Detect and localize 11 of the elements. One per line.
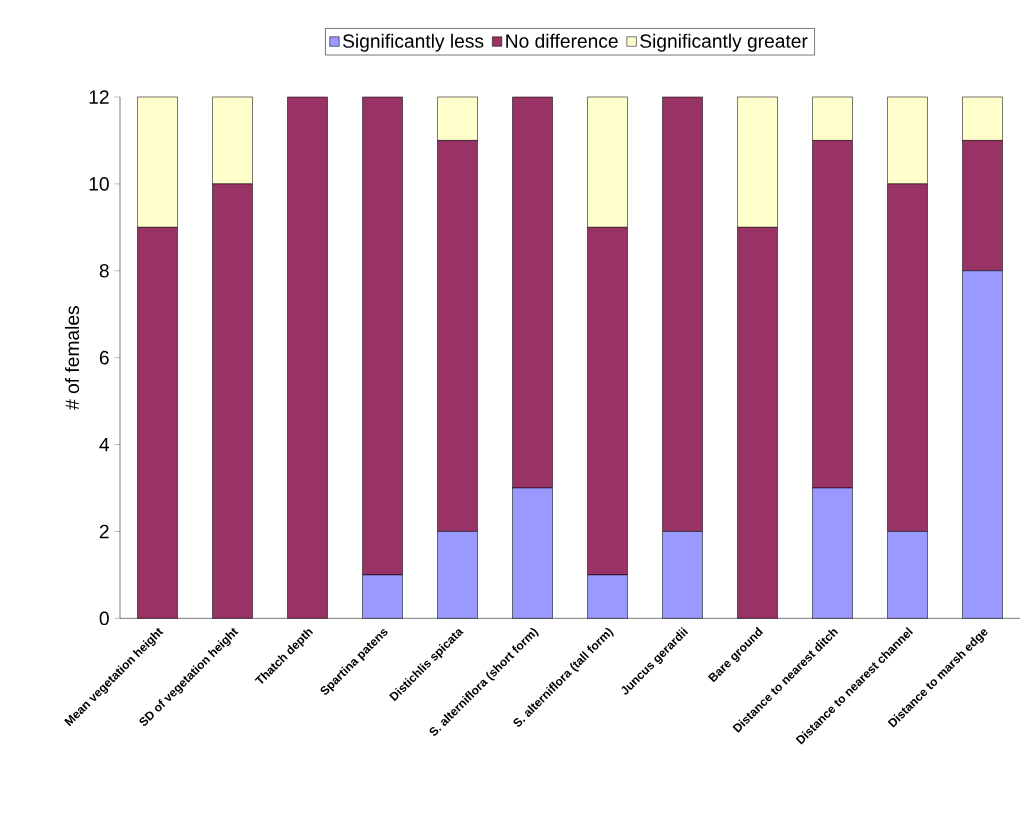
y-tick-label: 8 bbox=[99, 263, 109, 278]
y-tick-label: 6 bbox=[99, 350, 109, 365]
y-tick-label: 4 bbox=[99, 437, 110, 452]
y-tick-label: 0 bbox=[99, 611, 109, 626]
y-axis-title: # of females bbox=[65, 306, 80, 410]
legend-label: No difference bbox=[506, 33, 618, 48]
y-tick-label: 2 bbox=[99, 524, 109, 539]
legend-label: Significantly greater bbox=[640, 33, 808, 52]
y-tick-label: 12 bbox=[89, 90, 109, 104]
legend-label: Significantly less bbox=[343, 33, 484, 52]
y-tick-label: 10 bbox=[89, 177, 109, 191]
